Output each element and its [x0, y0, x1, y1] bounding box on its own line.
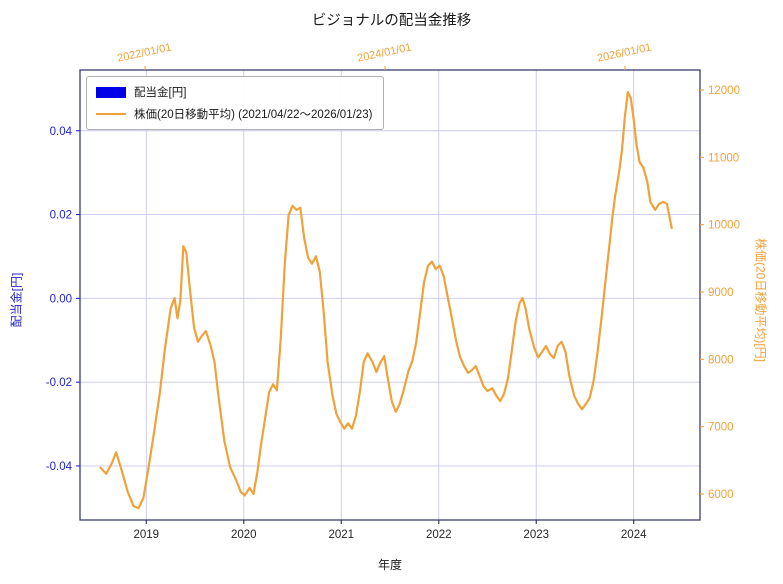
x-axis-label: 年度	[377, 558, 402, 572]
y-tick-label-right: 12000	[708, 85, 740, 97]
legend-label-dividend: 配当金[円]	[134, 87, 187, 99]
y-tick-label-left: 0.00	[50, 293, 72, 305]
x-tick-label-bottom: 2024	[621, 529, 647, 541]
x-tick-label-bottom: 2022	[426, 529, 452, 541]
x-tick-label-top: 2026/01/01	[596, 41, 652, 64]
y-tick-label-right: 6000	[708, 489, 734, 501]
legend-item-dividend: 配当金[円]	[96, 84, 372, 100]
legend: 配当金[円] 株価(20日移動平均) (2021/04/22～2026/01/2…	[86, 76, 385, 130]
legend-item-price: 株価(20日移動平均) (2021/04/22～2026/01/23)	[96, 106, 372, 122]
y-axis-label-right: 株価(20日移動平均)[円]	[753, 237, 768, 363]
y-tick-label-right: 10000	[708, 220, 740, 232]
y-tick-label-right: 11000	[708, 152, 739, 164]
y-tick-label-right: 7000	[708, 422, 734, 434]
y-axis-label-left: 配当金[円]	[9, 272, 24, 328]
y-tick-label-left: 0.02	[50, 210, 72, 222]
y-tick-label-right: 8000	[708, 354, 734, 366]
x-tick-label-bottom: 2021	[328, 529, 354, 541]
legend-label-price: 株価(20日移動平均) (2021/04/22～2026/01/23)	[134, 109, 373, 121]
chart-title: ビジョナルの配当金推移	[311, 13, 472, 29]
x-tick-label-top: 2022/01/01	[116, 41, 172, 64]
y-tick-label-right: 9000	[708, 287, 734, 299]
x-tick-label-bottom: 2023	[523, 529, 549, 541]
plot-border	[79, 69, 701, 521]
y-tick-label-left: -0.02	[46, 377, 72, 389]
price-line	[99, 90, 673, 510]
x-tick-label-bottom: 2020	[231, 529, 257, 541]
y-tick-label-left: -0.04	[46, 461, 73, 473]
dividend-legend-swatch	[96, 86, 126, 98]
y-tick-label-left: 0.04	[50, 126, 73, 138]
price-legend-line	[96, 113, 126, 115]
x-tick-label-bottom: 2019	[133, 529, 159, 541]
x-tick-label-top: 2024/01/01	[356, 41, 412, 64]
